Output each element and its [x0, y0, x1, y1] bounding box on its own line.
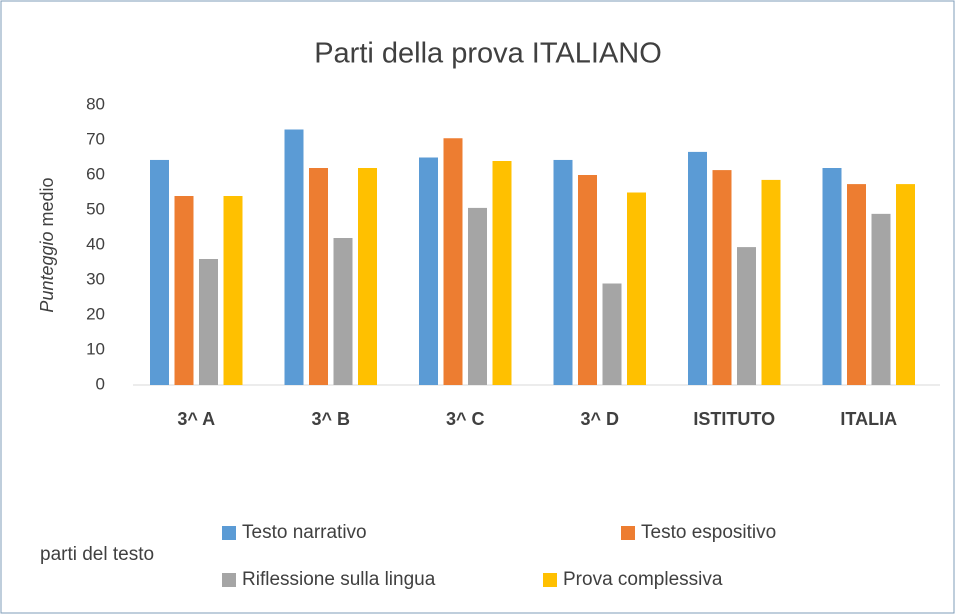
bar [199, 259, 218, 385]
y-tick-label: 0 [96, 374, 105, 393]
chart-title: Parti della prova ITALIANO [314, 38, 662, 70]
legend-label: Prova complessiva [563, 569, 723, 590]
bar [737, 247, 756, 385]
y-tick-label: 10 [86, 339, 105, 358]
y-tick-label: 70 [86, 129, 105, 148]
y-axis-label-normal: medio [37, 177, 57, 226]
x-tick-label: 3^ D [580, 409, 619, 429]
y-tick-label: 60 [86, 164, 105, 183]
x-tick-label: 3^ A [177, 409, 215, 429]
bar [602, 283, 622, 385]
bar [896, 184, 915, 385]
bar [847, 184, 866, 385]
y-tick-label: 80 [86, 94, 105, 113]
bar [468, 207, 487, 385]
y-axis-label: Punteggio medio [37, 177, 57, 312]
bar [150, 159, 169, 385]
bar [871, 213, 891, 385]
x-tick-label: ITALIA [840, 409, 897, 429]
bar [419, 157, 438, 385]
bar [553, 159, 573, 385]
bar [627, 192, 646, 385]
bar [333, 238, 353, 385]
bar [358, 168, 377, 385]
bar [284, 129, 304, 385]
bar [688, 151, 707, 385]
bar [761, 179, 781, 385]
x-tick-label: 3^ B [311, 409, 350, 429]
y-tick-label: 50 [86, 199, 105, 218]
legend-swatch [222, 573, 236, 587]
bar [712, 170, 732, 385]
bar [443, 138, 463, 385]
bar [223, 196, 243, 385]
bar [309, 168, 328, 385]
bar [822, 168, 842, 385]
y-tick-label: 30 [86, 269, 105, 288]
bar [492, 161, 512, 385]
bar [174, 196, 194, 385]
legend-swatch [621, 526, 635, 540]
legend-label: Riflessione sulla lingua [242, 569, 436, 590]
x-tick-label: 3^ C [446, 409, 485, 429]
legend-swatch [543, 573, 557, 587]
legend-title: parti del testo [40, 544, 154, 565]
y-axis-label-italic: Punteggio [37, 231, 57, 312]
legend-swatch [222, 526, 236, 540]
bar [578, 175, 597, 385]
y-tick-label: 40 [86, 234, 105, 253]
x-tick-label: ISTITUTO [693, 409, 775, 429]
legend-label: Testo narrativo [242, 522, 367, 543]
legend-label: Testo espositivo [641, 522, 776, 543]
y-tick-label: 20 [86, 304, 105, 323]
